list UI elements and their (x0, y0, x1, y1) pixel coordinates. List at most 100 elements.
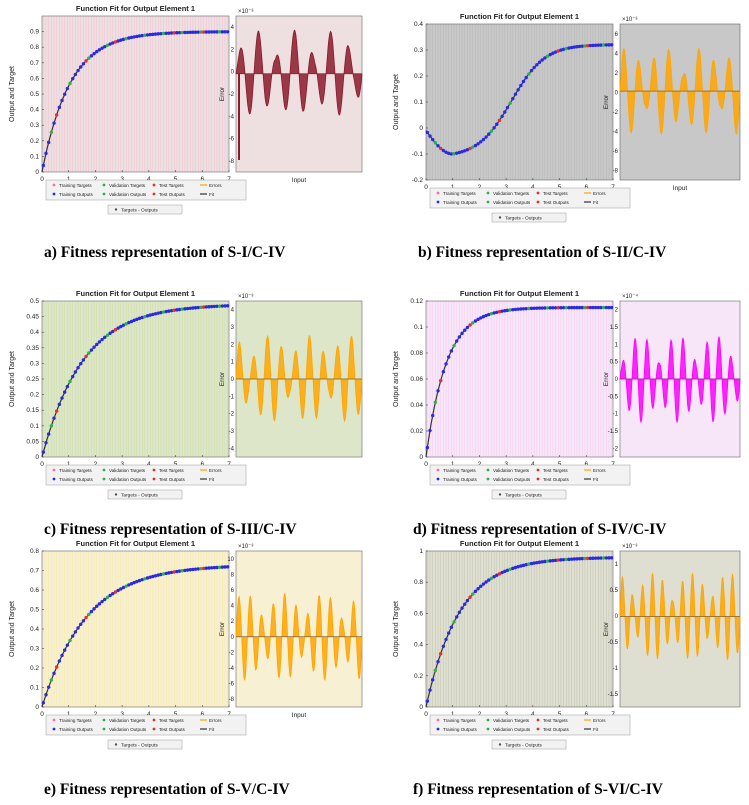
fit-xtick-label: 2 (478, 461, 482, 468)
fit-data-point (495, 310, 499, 314)
fit-data-point (452, 620, 456, 624)
fit-data-point (516, 88, 520, 92)
legend-swatch (102, 468, 106, 472)
fit-data-point (481, 582, 486, 586)
fit-data-point (129, 35, 134, 40)
fit-data-point (516, 307, 520, 311)
fit-data-point (559, 558, 563, 562)
fit-data-point (529, 561, 534, 566)
fit-data-point (199, 566, 203, 571)
legend-swatch (436, 468, 440, 472)
error-ytick-label: -1 (229, 394, 235, 400)
fit-xtick-label: 6 (200, 711, 204, 718)
legend-entry: Training Targets (443, 191, 476, 196)
fit-data-point (551, 51, 555, 55)
fit-data-point (438, 378, 443, 383)
fit-data-point (489, 311, 494, 316)
legend-swatch (152, 718, 156, 722)
fit-data-point (540, 560, 544, 564)
fit-data-point (129, 582, 134, 586)
fit-data-point (588, 43, 592, 48)
error-ytick-label: -4 (613, 129, 619, 135)
fit-data-point (527, 562, 531, 566)
fit-xtick-label: 5 (558, 711, 562, 718)
legend-entry: Training Outputs (59, 727, 93, 732)
fit-data-point (49, 678, 54, 682)
fit-data-point (156, 573, 160, 577)
error-ytick-label: -4 (229, 666, 235, 672)
fit-data-point (505, 568, 510, 572)
fit-data-point (609, 305, 614, 310)
fit-data-point (569, 557, 574, 561)
fit-ytick-label: 0.6 (30, 75, 39, 82)
fit-xtick-label: 4 (531, 711, 535, 718)
legend-swatch (536, 477, 540, 481)
fit-title: Function Fit for Output Element 1 (76, 289, 195, 298)
fit-data-point (44, 151, 48, 156)
panel-c-chart: Function Fit for Output Element 1 0 1 2 3 4 5 6… (9, 289, 363, 500)
panel-f-caption: f) Fitness representation of S-VI/C-IV (413, 781, 663, 798)
legend-swatch (152, 477, 156, 481)
fit-data-point (609, 43, 614, 47)
fit-xtick-label: 6 (200, 176, 204, 183)
fit-data-point (175, 31, 179, 35)
fit-data-point (532, 561, 536, 565)
error-ytick-label: -1.5 (608, 692, 619, 698)
fit-data-point (596, 43, 601, 47)
fit-data-point (188, 306, 192, 310)
fit-data-point (508, 101, 512, 105)
legend-entry: Errors (209, 183, 222, 188)
fit-data-point (73, 72, 78, 77)
fit-data-point (540, 306, 544, 310)
fit-data-point (159, 310, 163, 315)
fit-data-point (593, 556, 598, 560)
fit-data-point (84, 59, 88, 63)
fit-data-point (177, 569, 182, 573)
fit-xtick-label: 1 (67, 176, 71, 183)
fit-ytick-label: 0.3 (30, 360, 39, 367)
legend-entry: Errors (593, 468, 606, 473)
error-plot-area (619, 550, 741, 708)
fit-ytick-label: 0.1 (30, 153, 39, 160)
legend-swatch (486, 200, 490, 204)
fit-data-point (191, 306, 195, 310)
fit-data-point (137, 578, 142, 583)
legend-entry: Validation Targets (109, 183, 146, 188)
fit-data-point (559, 306, 563, 310)
fit-xtick-label: 5 (174, 711, 178, 718)
fit-data-point (116, 588, 120, 593)
error-ytick-label: -0.5 (608, 640, 619, 646)
fit-data-point (100, 337, 104, 342)
legend-entry: Validation Targets (493, 718, 530, 723)
fit-data-point (46, 685, 51, 689)
panel-d-caption: d) Fitness representation of S-IV/C-IV (413, 521, 667, 538)
fit-data-point (447, 151, 451, 156)
error-exponent: ×10⁻³ (622, 17, 637, 23)
fit-data-point (81, 358, 86, 362)
fit-data-point (201, 305, 206, 309)
fit-xtick-label: 7 (227, 711, 231, 718)
legend-swatch (536, 727, 540, 731)
legend-entry: Test Outputs (159, 477, 185, 482)
fit-data-point (583, 305, 587, 310)
fit-ytick-label: 0.35 (26, 345, 39, 352)
fit-data-point (529, 68, 534, 73)
fit-data-point (132, 580, 136, 585)
panel-d: Function Fit for Output Element 1 0 1 2 3 4 5 6… (388, 285, 744, 547)
fit-data-point (207, 566, 211, 570)
fit-xtick-label: 4 (531, 184, 535, 191)
fit-ytick-label: 0.2 (414, 673, 423, 680)
legend-entry: Fit (209, 727, 215, 732)
fit-data-point (167, 309, 171, 313)
error-ylabel: Error (603, 621, 610, 636)
fit-data-point (441, 148, 446, 153)
fit-data-point (79, 622, 83, 626)
error-ytick-label: 0 (231, 635, 235, 641)
fit-data-point (500, 570, 504, 575)
fit-data-point (545, 54, 550, 58)
fit-data-point (135, 317, 139, 322)
fit-data-point (87, 612, 91, 617)
fit-data-point (463, 149, 467, 153)
error-ytick-label: -2 (613, 110, 619, 116)
panel-e-caption: e) Fitness representation of S-V/C-IV (44, 781, 290, 798)
